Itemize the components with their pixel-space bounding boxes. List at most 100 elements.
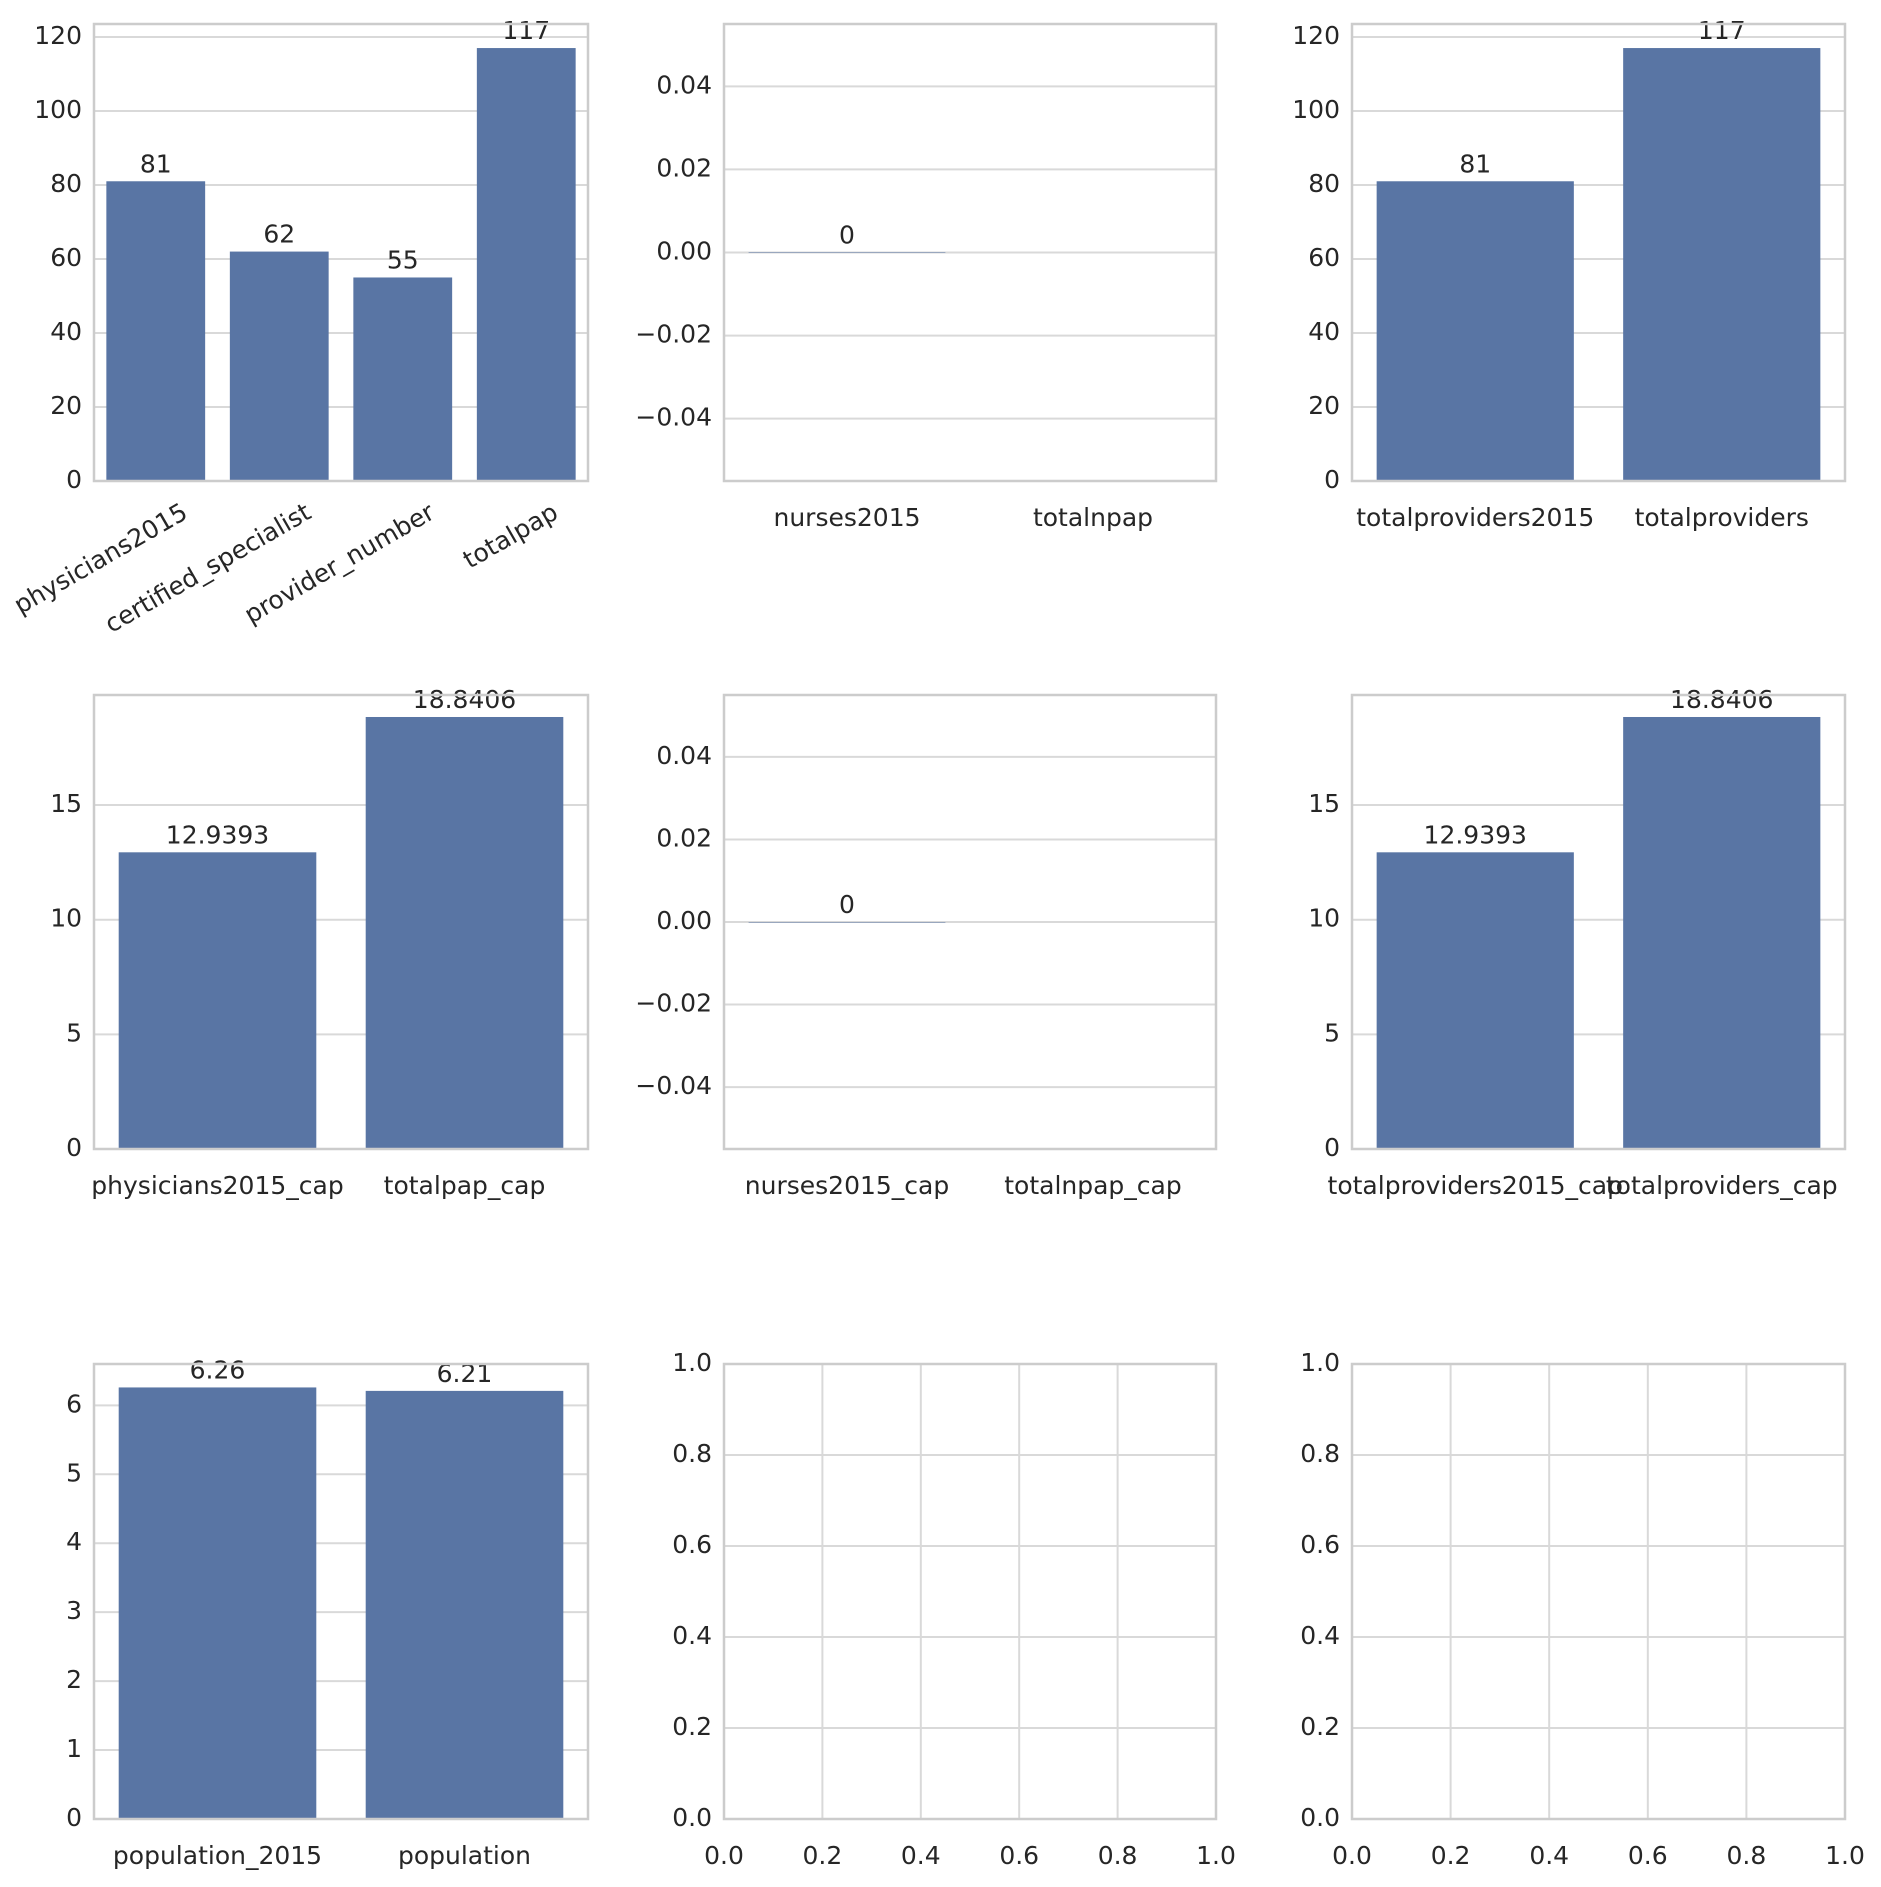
- x-tick-label: 0.6: [999, 1841, 1039, 1870]
- data-label: 18.8406: [413, 685, 516, 714]
- axes-frame: [92, 22, 590, 483]
- y-tick-label: 0: [1324, 1133, 1340, 1162]
- y-tick-label: 0.04: [656, 741, 712, 770]
- y-tick-label: 0.8: [672, 1439, 712, 1468]
- y-tick-label: 0.8: [1300, 1439, 1340, 1468]
- subplot: 0.0 0.2 0.4 0.6 0.8 1.0 0.0 0.2 0.4 0.6 0.8 1.0: [1300, 1348, 1865, 1870]
- bar: [1623, 48, 1821, 481]
- subplot: −0.04 −0.02 0.00 0.02 0.04 nurses2015_cap 0 tot…: [635, 693, 1218, 1200]
- x-tick-label: nurses2015_cap: [745, 1171, 949, 1200]
- y-tick-label: 100: [1292, 95, 1340, 124]
- y-tick-label: 10: [50, 904, 82, 933]
- data-label: 12.9393: [166, 820, 269, 849]
- x-tick-label: totalpap: [458, 497, 563, 574]
- bar: [118, 852, 317, 1149]
- subplot: 020406080100120physicians201581certified…: [9, 16, 590, 639]
- y-tick-label: 3: [66, 1596, 82, 1625]
- y-tick-label: 15: [50, 789, 82, 818]
- y-tick-label: 0.00: [656, 237, 712, 266]
- y-tick-label: 60: [1308, 243, 1340, 272]
- data-label: 117: [1698, 16, 1746, 45]
- subplot: 0 5 10 15 physicians2015_cap 12.9393 totalpap_…: [50, 685, 590, 1200]
- bar: [118, 1387, 317, 1819]
- bar: [106, 181, 206, 481]
- y-tick-label: 0.02: [656, 153, 712, 182]
- y-tick-label: 0.02: [656, 823, 712, 852]
- y-tick-label: 0: [66, 1803, 82, 1832]
- y-tick-label: 10: [1308, 904, 1340, 933]
- x-tick-label: 0.8: [1098, 1841, 1138, 1870]
- axes-frame: [722, 693, 1218, 1151]
- x-tick-label: totalpap_cap: [384, 1171, 546, 1200]
- y-tick-label: 80: [50, 169, 82, 198]
- axes-frame: [722, 1362, 1218, 1821]
- bar: [1376, 852, 1574, 1149]
- x-tick-label: 0.0: [704, 1841, 744, 1870]
- y-tick-label: 80: [1308, 169, 1340, 198]
- y-tick-label: 1.0: [1300, 1348, 1340, 1377]
- bar: [365, 1390, 564, 1819]
- y-tick-label: 0.4: [672, 1621, 712, 1650]
- y-tick-label: 0.4: [1300, 1621, 1340, 1650]
- data-label: 81: [140, 149, 172, 178]
- y-tick-label: 0.2: [672, 1712, 712, 1741]
- y-tick-label: 100: [34, 95, 82, 124]
- x-tick-label: totalproviders: [1635, 503, 1809, 532]
- bar: [229, 251, 329, 481]
- y-tick-label: 0.2: [1300, 1712, 1340, 1741]
- y-tick-label: 0.6: [1300, 1530, 1340, 1559]
- y-tick-label: 0: [1324, 465, 1340, 494]
- y-tick-label: 20: [1308, 391, 1340, 420]
- data-label: 117: [502, 16, 550, 45]
- x-tick-label: 1.0: [1825, 1841, 1865, 1870]
- x-tick-label: physicians2015_cap: [91, 1171, 343, 1200]
- x-tick-label: nurses2015: [773, 503, 920, 532]
- y-tick-label: 0.00: [656, 906, 712, 935]
- y-tick-label: 5: [66, 1018, 82, 1047]
- y-tick-label: 1: [66, 1734, 82, 1763]
- y-tick-label: 120: [34, 21, 82, 50]
- x-tick-label: 1.0: [1196, 1841, 1236, 1870]
- y-tick-label: 0.0: [672, 1803, 712, 1832]
- axes-frame: [92, 1362, 590, 1821]
- x-tick-label: 0.2: [1431, 1841, 1471, 1870]
- y-tick-label: 0: [66, 465, 82, 494]
- data-label: 0: [839, 221, 855, 250]
- y-tick-label: 5: [66, 1458, 82, 1487]
- y-tick-label: 1.0: [672, 1348, 712, 1377]
- y-tick-label: 2: [66, 1665, 82, 1694]
- axes-frame: [1350, 22, 1847, 483]
- y-tick-label: −0.02: [635, 320, 712, 349]
- y-tick-label: 40: [1308, 317, 1340, 346]
- x-tick-label: totalnpap_cap: [1004, 1171, 1182, 1200]
- data-label: 0: [839, 890, 855, 919]
- bar: [353, 277, 453, 481]
- subplot: 0 5 10 15 totalproviders2015_cap 12.9393 total…: [1308, 685, 1847, 1200]
- subplot: −0.04 −0.02 0.00 0.02 0.04 nurses2015 0 totalnp…: [635, 22, 1218, 532]
- subplot: 0.0 0.2 0.4 0.6 0.8 1.0 0.0 0.2 0.4 0.6 0.8 1.0: [672, 1348, 1236, 1870]
- y-tick-label: 5: [1324, 1018, 1340, 1047]
- x-tick-label: population_2015: [113, 1841, 322, 1870]
- x-tick-label: totalproviders2015_cap: [1328, 1171, 1623, 1200]
- data-label: 55: [387, 245, 419, 274]
- x-tick-label: totalproviders_cap: [1606, 1171, 1838, 1200]
- bar: [748, 252, 946, 253]
- y-tick-label: 15: [1308, 789, 1340, 818]
- x-tick-label: 0.8: [1727, 1841, 1767, 1870]
- y-tick-label: 60: [50, 243, 82, 272]
- bar: [1623, 716, 1821, 1149]
- x-tick-label: population: [398, 1841, 531, 1870]
- x-tick-label: totalproviders2015: [1356, 503, 1594, 532]
- x-tick-label: 0.0: [1332, 1841, 1372, 1870]
- data-label: 81: [1459, 149, 1491, 178]
- x-tick-label: 0.2: [803, 1841, 843, 1870]
- y-tick-label: −0.02: [635, 989, 712, 1018]
- x-tick-label: 0.4: [901, 1841, 941, 1870]
- x-tick-label: 0.6: [1628, 1841, 1668, 1870]
- axes-frame: [92, 693, 590, 1151]
- y-tick-label: −0.04: [635, 1071, 712, 1100]
- axes-frame: [1350, 693, 1847, 1151]
- data-label: 12.9393: [1424, 820, 1527, 849]
- y-tick-label: 4: [66, 1527, 82, 1556]
- y-tick-label: −0.04: [635, 403, 712, 432]
